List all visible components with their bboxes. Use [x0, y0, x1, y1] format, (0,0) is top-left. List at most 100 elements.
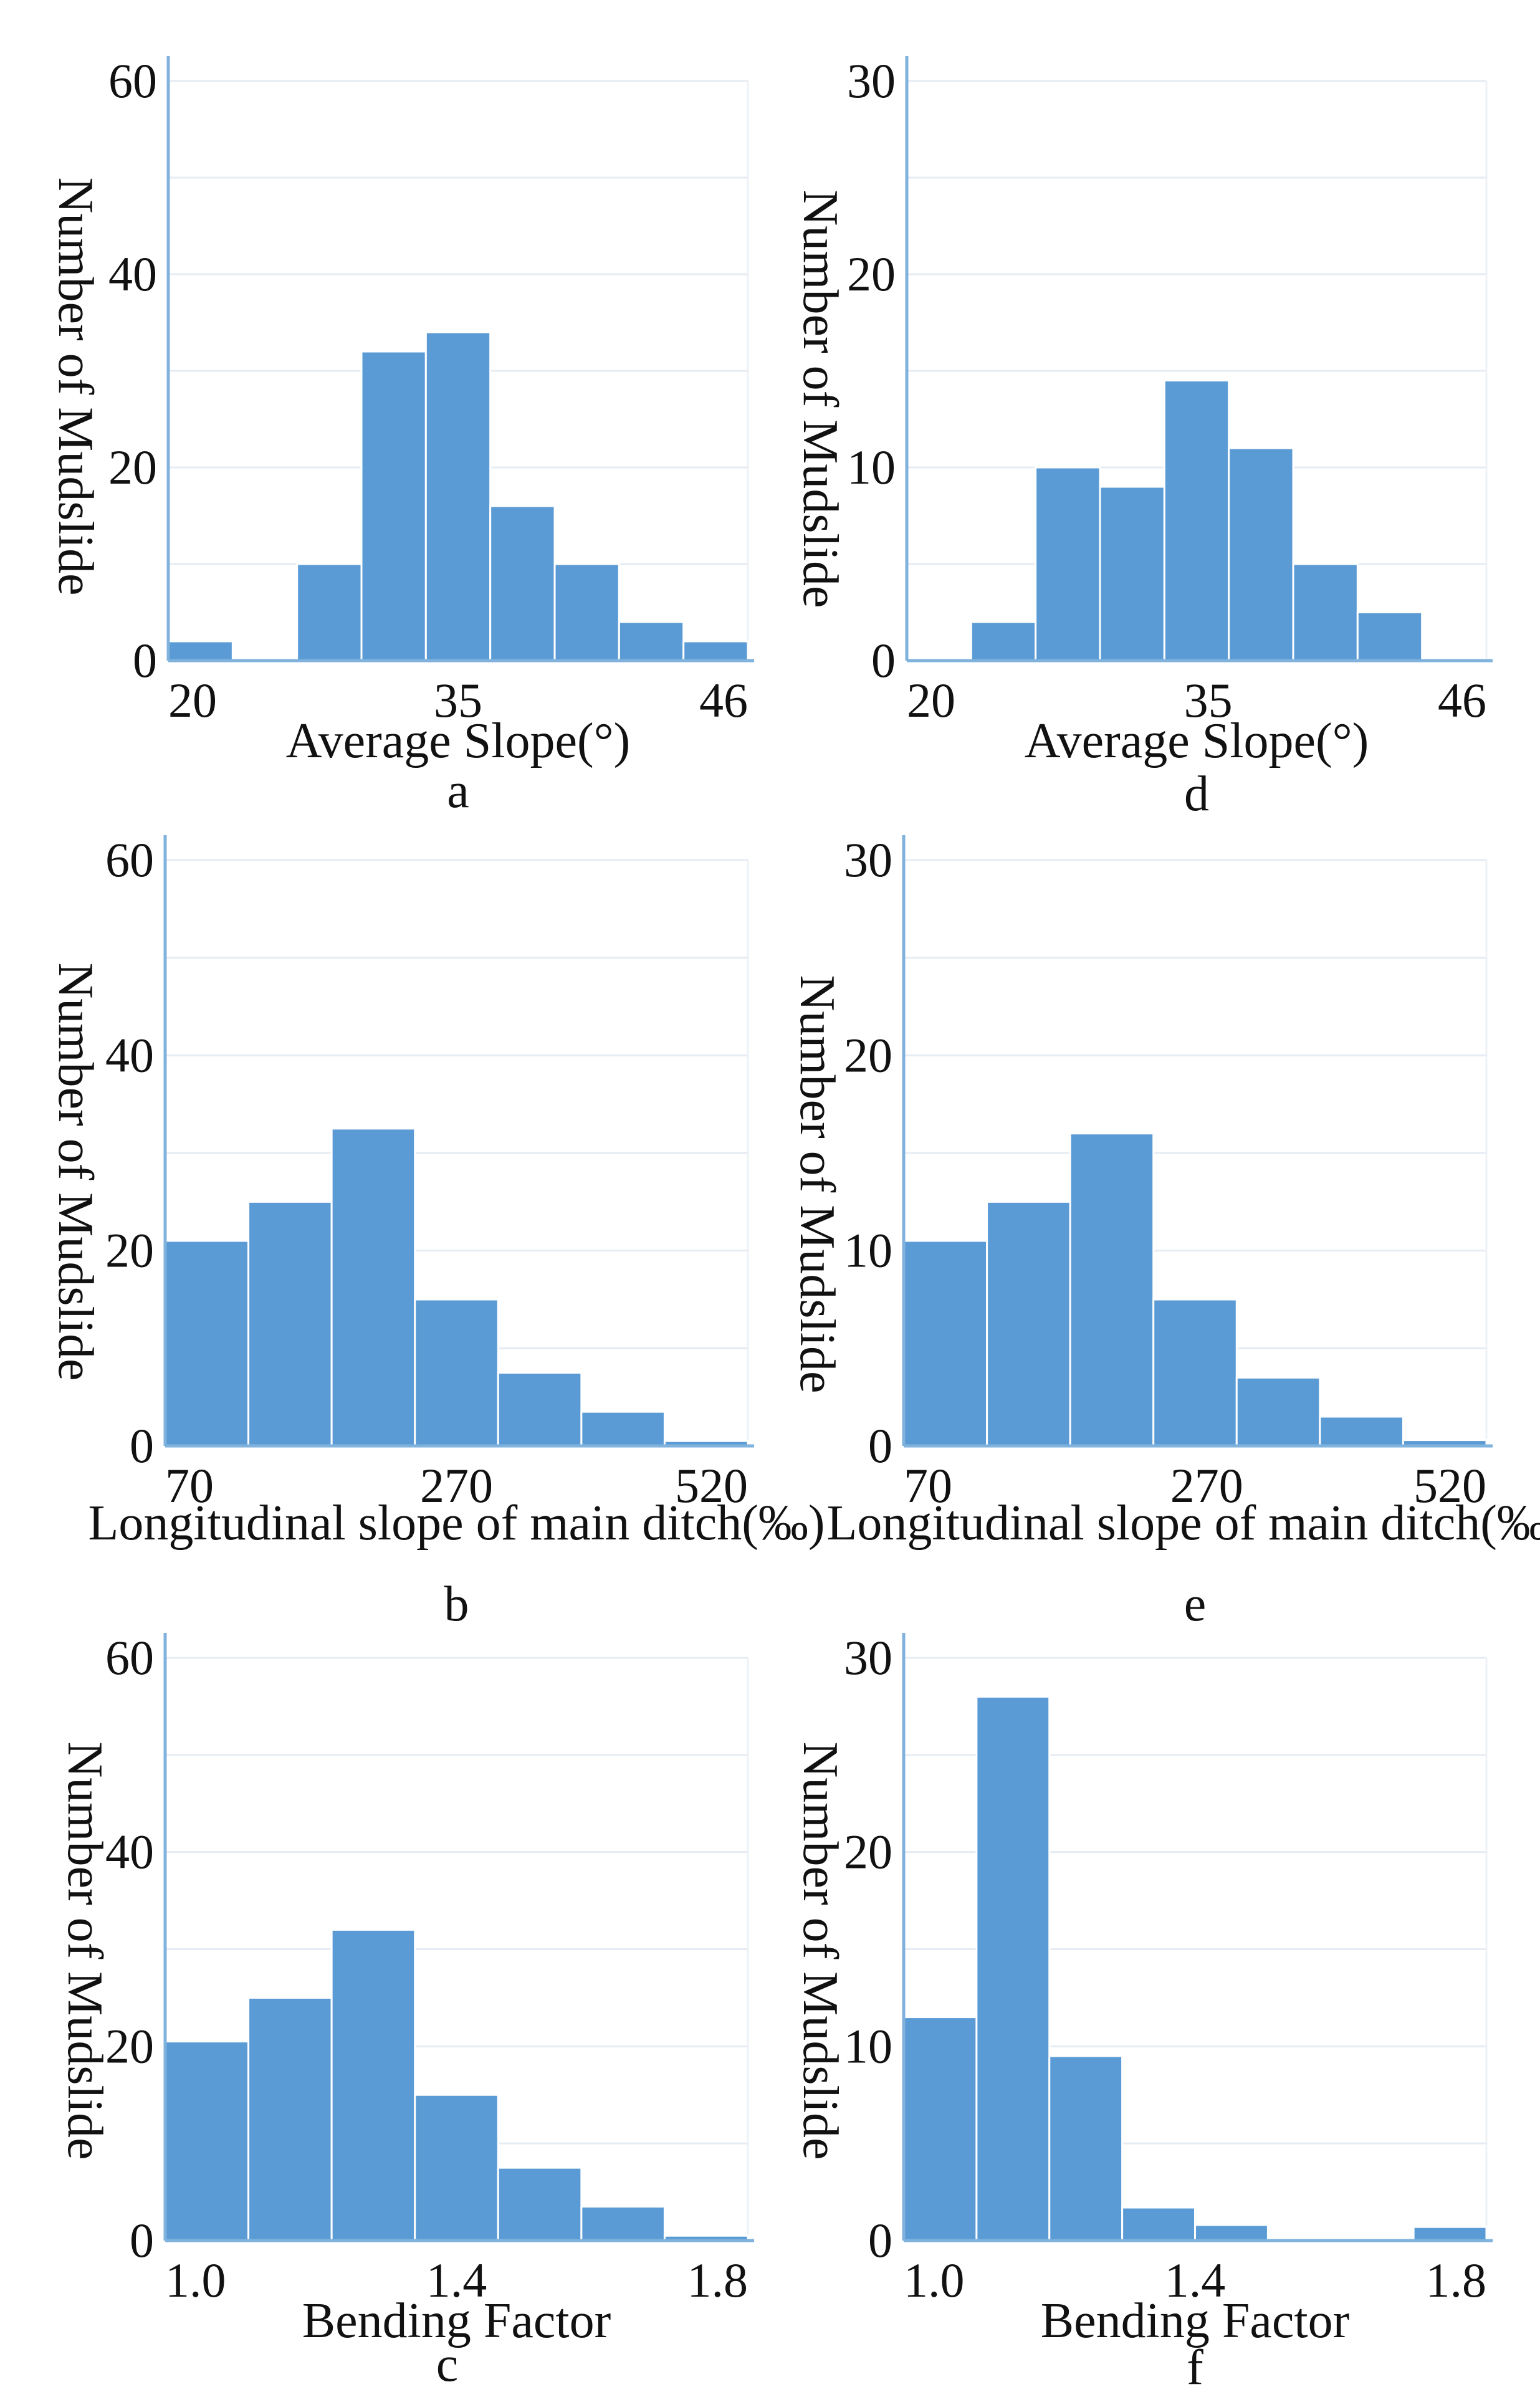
histogram-bar [296, 563, 363, 662]
histogram-bar [1152, 1298, 1238, 1447]
x-tick-label: 35 [1184, 673, 1233, 727]
x-tick-label: 20 [168, 673, 217, 727]
histogram-bar [1356, 611, 1423, 662]
y-tick-label: 40 [105, 1825, 154, 1879]
y-tick-label: 40 [105, 1028, 154, 1082]
y-tick-label: 20 [847, 247, 896, 301]
x-tick-label: 1.4 [1165, 2253, 1226, 2307]
histogram-bar [164, 2041, 250, 2242]
x-tick-label: 520 [675, 1458, 748, 1513]
x-tick-label: 70 [904, 1458, 952, 1513]
histogram-bar [330, 1928, 416, 2242]
y-axis-title: Number of Mudslide [48, 177, 103, 595]
histogram-bar [247, 1996, 333, 2242]
chart-panel-d: 0 10 20 30 20 35 46 Number of Mudslide Average S… [793, 54, 1493, 821]
x-tick-label: 1.8 [687, 2253, 748, 2307]
histogram-bar [360, 350, 427, 662]
histogram-bar [1069, 1132, 1155, 1447]
histogram-bar [1099, 486, 1165, 662]
y-tick-label: 10 [844, 2019, 892, 2073]
panel-label: a [447, 763, 469, 818]
y-tick-label: 20 [105, 2019, 154, 2073]
histogram-bar [1319, 1415, 1404, 1447]
histogram-bar [497, 1372, 583, 1447]
histogram-bar [618, 621, 685, 662]
histogram-bar [330, 1127, 416, 1447]
histogram-bar [497, 2166, 583, 2242]
y-tick-label: 60 [105, 1630, 154, 1685]
histogram-bar [902, 2016, 978, 2242]
x-tick-label: 270 [420, 1458, 493, 1513]
y-axis-title: Number of Mudslide [48, 962, 103, 1380]
y-axis-title: Number of Mudslide [57, 1741, 112, 2160]
x-tick-label: 1.4 [426, 2253, 487, 2307]
histogram-bar [902, 1240, 988, 1447]
chart-panel-c: 0 20 40 60 1.0 1.4 1.8 Number of Mudslide Bendin… [57, 1630, 754, 2392]
y-tick-label: 30 [844, 833, 892, 887]
histogram-bar [1035, 466, 1101, 662]
panel-label: f [1187, 2340, 1203, 2395]
x-tick-label: 70 [165, 1458, 214, 1513]
x-tick-label: 46 [1438, 673, 1486, 727]
x-axis-title: Average Slope(°) [286, 714, 631, 768]
histogram-bar [247, 1200, 333, 1447]
x-axis-title: Longitudinal slope of main ditch(‰) [88, 1496, 825, 1551]
y-tick-label: 20 [105, 1223, 154, 1278]
histogram-bar [414, 2093, 499, 2242]
y-tick-label: 60 [108, 54, 157, 108]
histogram-bar [975, 1695, 1051, 2242]
y-axis-title: Number of Mudslide [793, 189, 848, 608]
histogram-bar [580, 1410, 666, 1447]
y-tick-label: 0 [133, 633, 157, 687]
histogram-bar [682, 640, 749, 662]
panel-label: b [444, 1577, 469, 1632]
histogram-bar [414, 1298, 499, 1447]
x-axis-title: Longitudinal slope of main ditch(‰) [827, 1496, 1540, 1551]
histogram-bar [580, 2205, 666, 2242]
histogram-bar [1228, 447, 1294, 662]
x-tick-label: 35 [434, 673, 482, 727]
histogram-bar [167, 640, 234, 662]
y-tick-label: 60 [105, 833, 154, 887]
histogram-bar [164, 1240, 250, 1447]
y-tick-label: 0 [871, 633, 896, 687]
histogram-bar [1194, 2224, 1269, 2242]
x-tick-label: 520 [1413, 1458, 1486, 1513]
y-tick-label: 40 [108, 247, 157, 301]
panel-label: c [436, 2337, 459, 2392]
y-tick-label: 30 [844, 1630, 892, 1685]
y-tick-label: 20 [844, 1825, 892, 1879]
x-axis-title: Bending Factor [302, 2294, 611, 2348]
y-axis-title: Number of Mudslide [790, 975, 844, 1393]
histogram-bar [553, 563, 620, 662]
y-tick-label: 0 [130, 1419, 154, 1473]
y-tick-label: 20 [108, 440, 157, 494]
x-axis-title: Average Slope(°) [1025, 714, 1369, 768]
histogram-bar [1412, 2226, 1488, 2242]
chart-panel-b: 0 20 40 60 70 270 520 Number of Mudslide Longitu… [48, 833, 825, 1632]
y-tick-label: 0 [130, 2213, 154, 2267]
panel-label: e [1184, 1577, 1207, 1632]
y-axis-title: Number of Mudslide [793, 1741, 848, 2160]
histogram-bar [1235, 1376, 1321, 1447]
y-tick-label: 10 [844, 1223, 892, 1278]
x-tick-label: 1.0 [165, 2253, 226, 2307]
histogram-bar [1163, 380, 1230, 662]
y-tick-label: 0 [868, 2213, 892, 2267]
x-tick-label: 1.8 [1426, 2253, 1487, 2307]
histogram-bar [970, 621, 1037, 662]
histogram-bar [1292, 563, 1359, 662]
histogram-bar [424, 331, 492, 662]
chart-panel-f: 0 10 20 30 1.0 1.4 1.8 Number of Mudslide Bendin… [793, 1630, 1493, 2395]
histogram-bar [1048, 2055, 1124, 2242]
y-tick-label: 10 [847, 440, 896, 494]
panel-label: d [1184, 767, 1209, 821]
histogram-bar [489, 505, 556, 662]
x-tick-label: 270 [1170, 1458, 1243, 1513]
x-tick-label: 1.0 [904, 2253, 965, 2307]
y-tick-label: 30 [847, 54, 896, 108]
chart-panel-e: 0 10 20 30 70 270 520 Number of Mudslide Longitu… [790, 833, 1540, 1632]
y-tick-label: 20 [844, 1028, 892, 1082]
